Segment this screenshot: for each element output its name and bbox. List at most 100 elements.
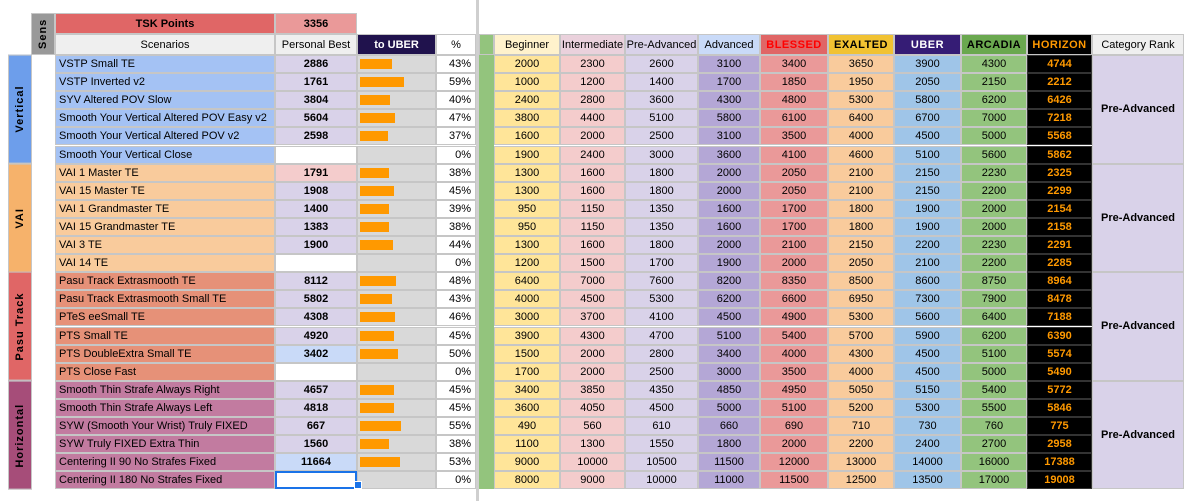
rank-threshold-8[interactable]: 775 [1027, 417, 1092, 436]
rank-threshold-7[interactable]: 7900 [961, 290, 1027, 309]
rank-threshold-8[interactable]: 2958 [1027, 435, 1092, 454]
rank-threshold-3[interactable]: 6200 [698, 290, 760, 309]
rank-threshold-1[interactable]: 4500 [560, 290, 625, 309]
rank-threshold-5[interactable]: 8500 [828, 272, 894, 291]
rank-threshold-2[interactable]: 1800 [625, 181, 698, 200]
rank-threshold-2[interactable]: 2500 [625, 362, 698, 381]
rank-threshold-2[interactable]: 10000 [625, 471, 698, 490]
percent-cell[interactable]: 44% [436, 236, 476, 255]
rank-threshold-2[interactable]: 10500 [625, 453, 698, 472]
rank-threshold-4[interactable]: 4950 [760, 380, 828, 399]
rank-threshold-1[interactable]: 4050 [560, 398, 625, 417]
rank-threshold-5[interactable]: 710 [828, 417, 894, 436]
rank-threshold-4[interactable]: 4900 [760, 308, 828, 327]
scenario-name[interactable]: VAI 1 Grandmaster TE [55, 199, 275, 218]
rank-threshold-5[interactable]: 12500 [828, 471, 894, 490]
rank-threshold-5[interactable]: 5200 [828, 398, 894, 417]
rank-threshold-5[interactable]: 6950 [828, 290, 894, 309]
rank-threshold-4[interactable]: 2100 [760, 236, 828, 255]
rank-threshold-1[interactable]: 3700 [560, 308, 625, 327]
rank-threshold-5[interactable]: 6400 [828, 109, 894, 128]
rank-threshold-4[interactable]: 1850 [760, 73, 828, 92]
rank-threshold-4[interactable]: 1700 [760, 199, 828, 218]
rank-threshold-6[interactable]: 2200 [894, 236, 961, 255]
rank-threshold-0[interactable]: 3400 [494, 380, 560, 399]
rank-threshold-3[interactable]: 2000 [698, 163, 760, 182]
personal-best-cell[interactable]: 667 [275, 417, 357, 436]
rank-threshold-3[interactable]: 660 [698, 417, 760, 436]
rank-threshold-7[interactable]: 17000 [961, 471, 1027, 490]
rank-threshold-2[interactable]: 1550 [625, 435, 698, 454]
rank-threshold-0[interactable]: 3800 [494, 109, 560, 128]
rank-threshold-6[interactable]: 7300 [894, 290, 961, 309]
percent-cell[interactable]: 39% [436, 199, 476, 218]
percent-cell[interactable]: 0% [436, 145, 476, 164]
rank-threshold-0[interactable]: 1300 [494, 181, 560, 200]
rank-threshold-8[interactable]: 5846 [1027, 398, 1092, 417]
rank-threshold-7[interactable]: 2230 [961, 163, 1027, 182]
scenario-name[interactable]: Pasu Track Extrasmooth Small TE [55, 290, 275, 309]
rank-threshold-4[interactable]: 4000 [760, 344, 828, 363]
rank-threshold-3[interactable]: 5800 [698, 109, 760, 128]
rank-threshold-7[interactable]: 2000 [961, 217, 1027, 236]
rank-threshold-8[interactable]: 5490 [1027, 362, 1092, 381]
scenario-name[interactable]: Centering II 90 No Strafes Fixed [55, 453, 275, 472]
scenario-name[interactable]: SYV Altered POV Slow [55, 91, 275, 110]
rank-threshold-7[interactable]: 5000 [961, 362, 1027, 381]
rank-threshold-6[interactable]: 4500 [894, 362, 961, 381]
scenario-name[interactable]: VAI 3 TE [55, 236, 275, 255]
rank-threshold-8[interactable]: 7218 [1027, 109, 1092, 128]
percent-cell[interactable]: 45% [436, 181, 476, 200]
rank-threshold-1[interactable]: 1150 [560, 199, 625, 218]
percent-cell[interactable]: 43% [436, 55, 476, 74]
rank-threshold-6[interactable]: 1900 [894, 199, 961, 218]
rank-threshold-7[interactable]: 2700 [961, 435, 1027, 454]
rank-threshold-6[interactable]: 5300 [894, 398, 961, 417]
rank-threshold-1[interactable]: 1300 [560, 435, 625, 454]
personal-best-cell[interactable]: 5604 [275, 109, 357, 128]
personal-best-cell[interactable] [275, 471, 357, 490]
rank-threshold-8[interactable]: 8478 [1027, 290, 1092, 309]
rank-threshold-7[interactable]: 2000 [961, 199, 1027, 218]
rank-threshold-6[interactable]: 5800 [894, 91, 961, 110]
rank-threshold-5[interactable]: 4000 [828, 127, 894, 146]
percent-cell[interactable]: 37% [436, 127, 476, 146]
scenario-name[interactable]: VAI 1 Master TE [55, 163, 275, 182]
rank-threshold-6[interactable]: 3900 [894, 55, 961, 74]
personal-best-cell[interactable]: 11664 [275, 453, 357, 472]
scenario-name[interactable]: PTS DoubleExtra Small TE [55, 344, 275, 363]
rank-threshold-4[interactable]: 3400 [760, 55, 828, 74]
rank-threshold-8[interactable]: 2285 [1027, 254, 1092, 273]
rank-threshold-3[interactable]: 4850 [698, 380, 760, 399]
rank-threshold-2[interactable]: 3000 [625, 145, 698, 164]
rank-threshold-0[interactable]: 6400 [494, 272, 560, 291]
rank-threshold-0[interactable]: 1300 [494, 236, 560, 255]
rank-threshold-1[interactable]: 2000 [560, 362, 625, 381]
personal-best-cell[interactable]: 1791 [275, 163, 357, 182]
rank-threshold-5[interactable]: 2100 [828, 181, 894, 200]
percent-cell[interactable]: 0% [436, 362, 476, 381]
rank-threshold-6[interactable]: 13500 [894, 471, 961, 490]
rank-threshold-2[interactable]: 1800 [625, 163, 698, 182]
rank-threshold-8[interactable]: 2212 [1027, 73, 1092, 92]
rank-threshold-4[interactable]: 2000 [760, 254, 828, 273]
rank-threshold-3[interactable]: 1800 [698, 435, 760, 454]
personal-best-cell[interactable]: 4657 [275, 380, 357, 399]
rank-threshold-0[interactable]: 4000 [494, 290, 560, 309]
rank-threshold-5[interactable]: 5300 [828, 308, 894, 327]
rank-threshold-6[interactable]: 5600 [894, 308, 961, 327]
rank-threshold-6[interactable]: 4500 [894, 127, 961, 146]
scenario-name[interactable]: Pasu Track Extrasmooth TE [55, 272, 275, 291]
rank-threshold-2[interactable]: 1350 [625, 217, 698, 236]
rank-threshold-2[interactable]: 1350 [625, 199, 698, 218]
rank-threshold-7[interactable]: 8750 [961, 272, 1027, 291]
percent-cell[interactable]: 59% [436, 73, 476, 92]
rank-threshold-1[interactable]: 9000 [560, 471, 625, 490]
scenario-name[interactable]: VAI 15 Master TE [55, 181, 275, 200]
scenario-name[interactable]: VSTP Small TE [55, 55, 275, 74]
rank-threshold-6[interactable]: 2050 [894, 73, 961, 92]
percent-cell[interactable]: 55% [436, 417, 476, 436]
rank-threshold-8[interactable]: 5568 [1027, 127, 1092, 146]
rank-threshold-2[interactable]: 2500 [625, 127, 698, 146]
rank-threshold-0[interactable]: 3000 [494, 308, 560, 327]
